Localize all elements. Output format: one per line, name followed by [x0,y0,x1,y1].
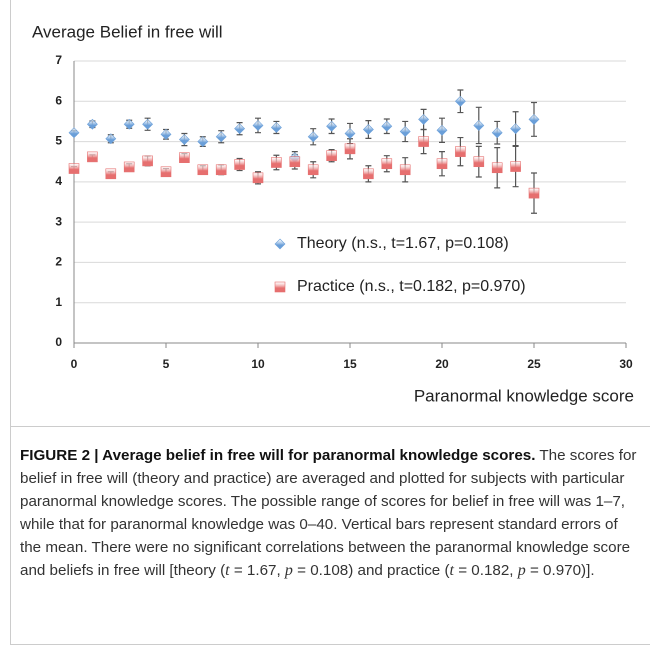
caption-text: The scores for belief in free will (theo… [20,447,637,579]
point [307,164,319,176]
point [528,187,540,199]
y-axis-label: Average Belief in free will [32,22,223,41]
point [197,136,209,147]
point [363,168,374,180]
point [234,159,245,170]
point [252,120,264,131]
point [436,124,448,136]
caption-text: = 1.67, [229,562,285,579]
point [473,156,485,168]
caption: FIGURE 2 | Average belief in free will f… [20,444,638,582]
y-tick-label: 6 [55,93,62,107]
caption-text: p [517,562,526,579]
point [68,163,80,174]
point [142,118,154,130]
y-tick-label: 7 [55,53,62,67]
point [399,126,411,137]
point [234,123,246,135]
caption-text: t [449,562,454,579]
point [123,118,135,130]
caption-text: t [225,562,230,579]
point [160,166,172,178]
x-axis-label: Paranormal knowledge score [414,386,634,405]
point [344,143,356,155]
point [326,150,337,161]
point [381,158,393,170]
point [491,127,503,139]
point [270,122,282,133]
point [381,120,393,132]
point [215,164,227,176]
y-tick-label: 0 [55,335,62,349]
point [326,120,338,132]
caption-text: = 0.108) and practice ( [292,562,450,579]
y-tick-label: 5 [55,134,62,148]
frame [10,0,650,645]
point [68,127,80,139]
legend-label: Practice (n.s., t=0.182, p=0.970) [297,278,526,295]
x-tick-label: 30 [619,357,633,371]
caption-text: = 0.970)]. [525,562,595,579]
y-tick-label: 2 [55,255,62,269]
point [197,164,209,176]
point [362,124,374,135]
point [86,118,98,130]
y-tick-label: 3 [55,214,62,228]
point [307,131,319,143]
legend-marker [274,281,286,293]
legend-label: Theory (n.s., t=1.67, p=0.108) [297,235,509,252]
point [344,128,356,139]
x-tick-label: 10 [251,357,265,371]
x-tick-label: 25 [527,357,541,371]
separator [10,426,650,427]
point [473,120,485,131]
point [289,156,301,168]
point [271,157,282,168]
point [418,113,430,125]
point [142,155,153,167]
chart: Average Belief in free will Paranormal k… [32,22,634,405]
y-tick-label: 1 [55,295,62,309]
point [418,136,429,147]
point [87,151,98,163]
x-tick-label: 5 [163,357,170,371]
point [436,158,448,170]
y-tick-label: 4 [55,174,62,188]
point [252,172,264,184]
point [510,161,521,172]
caption-text: FIGURE 2 | Average belief in free will f… [20,447,536,464]
point [528,113,540,125]
point [215,131,227,143]
x-tick-label: 0 [71,357,78,371]
point [105,168,117,180]
point [399,164,411,176]
point [123,161,135,173]
caption-text: p [284,562,293,579]
point [178,134,190,145]
x-tick-label: 15 [343,357,357,371]
point [105,133,117,145]
point [454,95,466,107]
x-tick-label: 20 [435,357,449,371]
point [455,146,466,157]
point [510,123,522,135]
point [491,162,503,174]
legend-marker [274,238,286,250]
caption-text: = 0.182, [453,562,518,579]
point [160,128,172,140]
point [179,152,190,163]
